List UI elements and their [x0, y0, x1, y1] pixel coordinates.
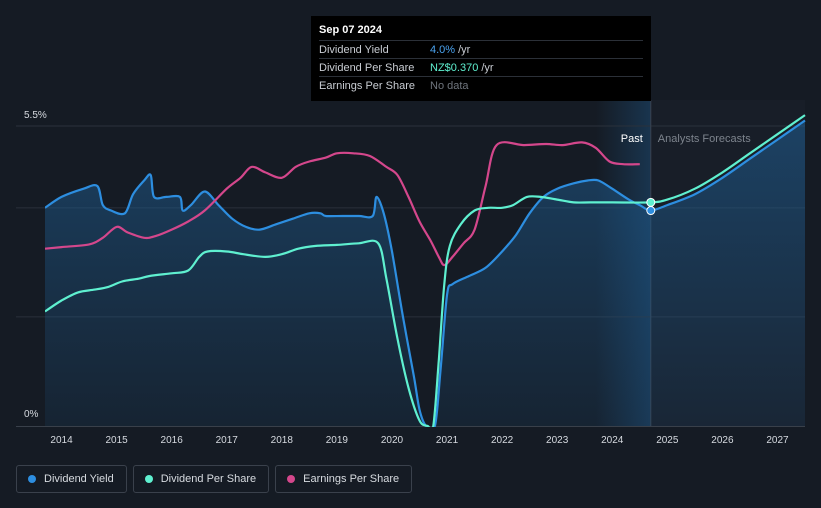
tooltip-label: Dividend Per Share	[319, 61, 415, 74]
x-tick-label: 2020	[381, 435, 404, 446]
earnings-per-share-line	[45, 141, 640, 267]
dividend-per-share-marker	[646, 197, 656, 207]
x-tick-label: 2015	[105, 435, 128, 446]
tooltip-value: 4.0%	[430, 43, 456, 56]
legend-label: Earnings Per Share	[303, 473, 400, 485]
legend-label: Dividend Yield	[44, 473, 114, 485]
tooltip-row-dividend-per-share: Dividend Per Share NZ$0.370 /yr	[319, 58, 643, 76]
tooltip-label: Earnings Per Share	[319, 79, 415, 92]
tooltip-date: Sep 07 2024	[319, 24, 382, 36]
series-lines	[45, 114, 806, 427]
y-axis-bottom-label: 0%	[24, 409, 39, 420]
tooltip-unit: /yr	[458, 43, 471, 56]
x-tick-label: 2022	[491, 435, 514, 446]
x-tick-label: 2016	[161, 435, 184, 446]
x-tick-label: 2018	[271, 435, 294, 446]
tooltip: Sep 07 2024 Dividend Yield 4.0% /yr Divi…	[311, 16, 651, 101]
dividend-yield-area	[45, 120, 805, 427]
axis-labels: 5.5% 0% 2014 2015 2016 2017 2018 2019 2020 2021 20…	[24, 110, 789, 446]
legend: Dividend Yield Dividend Per Share Earnin…	[16, 465, 413, 493]
y-axis-top-label: 5.5%	[24, 110, 47, 121]
dividend-per-share-line	[45, 114, 806, 427]
past-label: Past	[621, 133, 643, 145]
forecast-label: Analysts Forecasts	[658, 133, 751, 145]
tooltip-markers	[646, 197, 656, 216]
tooltip-unit: /yr	[481, 61, 494, 74]
x-tick-label: 2027	[766, 435, 789, 446]
x-tick-label: 2026	[711, 435, 734, 446]
x-tick-label: 2021	[436, 435, 459, 446]
legend-item-dividend-per-share[interactable]: Dividend Per Share	[132, 465, 270, 493]
legend-item-dividend-yield[interactable]: Dividend Yield	[16, 465, 127, 493]
dividend-yield-marker	[646, 206, 656, 216]
x-tick-label: 2014	[50, 435, 73, 446]
dividend-yield-line	[45, 119, 806, 427]
legend-label: Dividend Per Share	[160, 473, 257, 485]
x-tick-label: 2025	[656, 435, 679, 446]
earnings-per-share-dot-icon	[287, 475, 296, 483]
legend-item-earnings-per-share[interactable]: Earnings Per Share	[275, 465, 413, 493]
tooltip-label: Dividend Yield	[319, 43, 389, 56]
tooltip-value: NZ$0.370	[430, 61, 479, 74]
tooltip-value: No data	[430, 79, 469, 92]
x-tick-label: 2023	[546, 435, 569, 446]
dividend-per-share-dot-icon	[144, 475, 153, 483]
dividend-yield-dot-icon	[28, 475, 36, 483]
x-tick-label: 2024	[601, 435, 624, 446]
tooltip-row-earnings-per-share: Earnings Per Share No data	[319, 76, 643, 94]
series-areas	[45, 120, 805, 427]
x-tick-label: 2017	[216, 435, 239, 446]
tooltip-row-dividend-yield: Dividend Yield 4.0% /yr	[319, 40, 643, 58]
x-tick-label: 2019	[326, 435, 349, 446]
